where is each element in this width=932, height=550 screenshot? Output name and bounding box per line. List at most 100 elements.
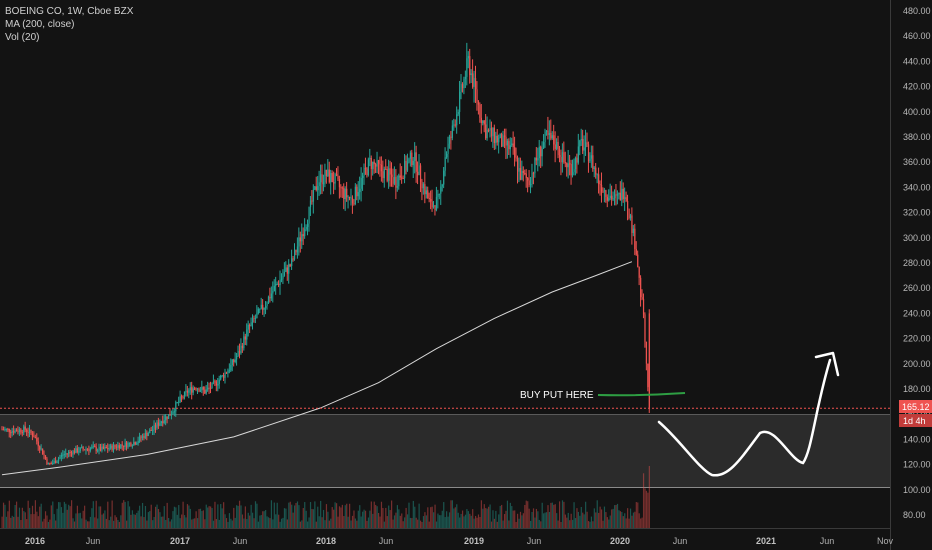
volume-bar	[614, 505, 616, 528]
candle-body	[211, 382, 213, 389]
volume-bar	[73, 521, 76, 528]
volume-bar	[196, 518, 199, 528]
volume-bar	[482, 508, 484, 528]
candle-body	[537, 158, 539, 161]
candle-body	[13, 430, 15, 433]
candle-body	[262, 304, 264, 310]
candle-body	[457, 111, 459, 115]
candle-body	[453, 124, 455, 126]
candle-body	[611, 195, 613, 200]
candle-body	[238, 351, 241, 354]
candle-body	[328, 169, 330, 183]
volume-bar	[312, 509, 315, 528]
volume-bar	[621, 511, 623, 528]
volume-bar	[415, 517, 417, 528]
y-tick-label: 460.00	[903, 31, 931, 41]
x-tick-label: 2020	[610, 536, 630, 546]
candle-body	[308, 207, 310, 224]
candle-body	[150, 429, 152, 431]
volume-bar	[464, 514, 467, 528]
volume-bar	[327, 511, 329, 528]
volume-bar	[241, 514, 244, 528]
candle-body	[609, 195, 611, 199]
volume-bar	[272, 519, 274, 528]
volume-bar	[56, 508, 58, 528]
legend-ma[interactable]: MA (200, close)	[5, 19, 75, 30]
volume-bar	[573, 502, 575, 528]
volume-bar	[17, 516, 19, 528]
candle-body	[543, 142, 545, 149]
candle-body	[315, 186, 317, 191]
volume-bar	[231, 520, 233, 528]
candle-body	[424, 184, 426, 195]
volume-bar	[265, 510, 267, 528]
volume-bar	[173, 506, 176, 528]
volume-bar	[99, 506, 102, 528]
annotation-marker	[597, 392, 686, 397]
candle-body	[561, 152, 564, 163]
chart-legend: BOEING CO, 1W, Cboe BZX MA (200, close) …	[5, 5, 133, 44]
candle-body	[373, 161, 375, 165]
candle-body	[27, 431, 29, 433]
candle-body	[379, 163, 381, 165]
candle-body	[493, 127, 496, 143]
candle-body	[600, 184, 603, 192]
candle-body	[108, 448, 110, 450]
volume-bar	[441, 510, 443, 528]
candle-body	[210, 387, 212, 389]
candle-body	[91, 446, 93, 449]
candle-body	[460, 84, 462, 92]
volume-bar	[422, 516, 425, 528]
candle-body	[640, 277, 642, 298]
volume-bar	[189, 508, 191, 528]
candle-body	[483, 120, 485, 125]
candle-body	[589, 158, 591, 162]
candle-body	[207, 387, 209, 390]
candle-body	[454, 124, 456, 126]
candle-body	[292, 258, 294, 260]
y-axis[interactable]: 80.00100.00120.00140.00160.00180.00200.0…	[903, 6, 931, 520]
volume-bars	[1, 466, 650, 528]
legend-vol[interactable]: Vol (20)	[5, 32, 40, 43]
volume-bar	[156, 504, 158, 528]
candle-body	[34, 437, 37, 439]
volume-bar	[505, 510, 507, 528]
candle-body	[279, 279, 281, 286]
volume-bar	[602, 520, 604, 528]
candle-body	[334, 174, 336, 184]
volume-bar	[299, 521, 301, 528]
candle-body	[586, 142, 588, 145]
candle-body	[367, 159, 370, 176]
candle-body	[259, 308, 261, 310]
volume-bar	[141, 502, 144, 528]
volume-bar	[499, 505, 501, 528]
candle-body	[63, 454, 65, 456]
volume-bar	[532, 508, 535, 528]
volume-bar	[75, 513, 77, 528]
volume-bar	[587, 521, 590, 528]
candle-body	[608, 198, 610, 201]
candle-body	[312, 189, 315, 202]
candle-body	[435, 196, 438, 211]
volume-bar	[199, 508, 202, 528]
candle-body	[490, 128, 493, 137]
candle-body	[621, 188, 623, 201]
candle-body	[66, 453, 68, 455]
candle-body	[551, 135, 553, 139]
candle-body	[130, 443, 132, 447]
candle-body	[638, 266, 640, 278]
candle-body	[644, 314, 646, 342]
volume-bar	[485, 508, 487, 528]
legend-symbol[interactable]: BOEING CO, 1W, Cboe BZX	[5, 6, 134, 17]
candle-body	[185, 390, 187, 392]
x-axis[interactable]: 2016 Jun 2017 Jun 2018 Jun 2019 Jun 2020 Jun 2021 J…	[25, 536, 894, 546]
shaded-zone	[0, 414, 890, 487]
volume-bar	[244, 506, 246, 528]
candle-body	[472, 73, 474, 87]
candle-body	[309, 200, 312, 208]
volume-bar	[40, 503, 42, 528]
volume-bar	[188, 505, 190, 528]
candle-body	[221, 374, 223, 376]
candle-body	[84, 449, 86, 451]
volume-bar	[259, 515, 261, 528]
